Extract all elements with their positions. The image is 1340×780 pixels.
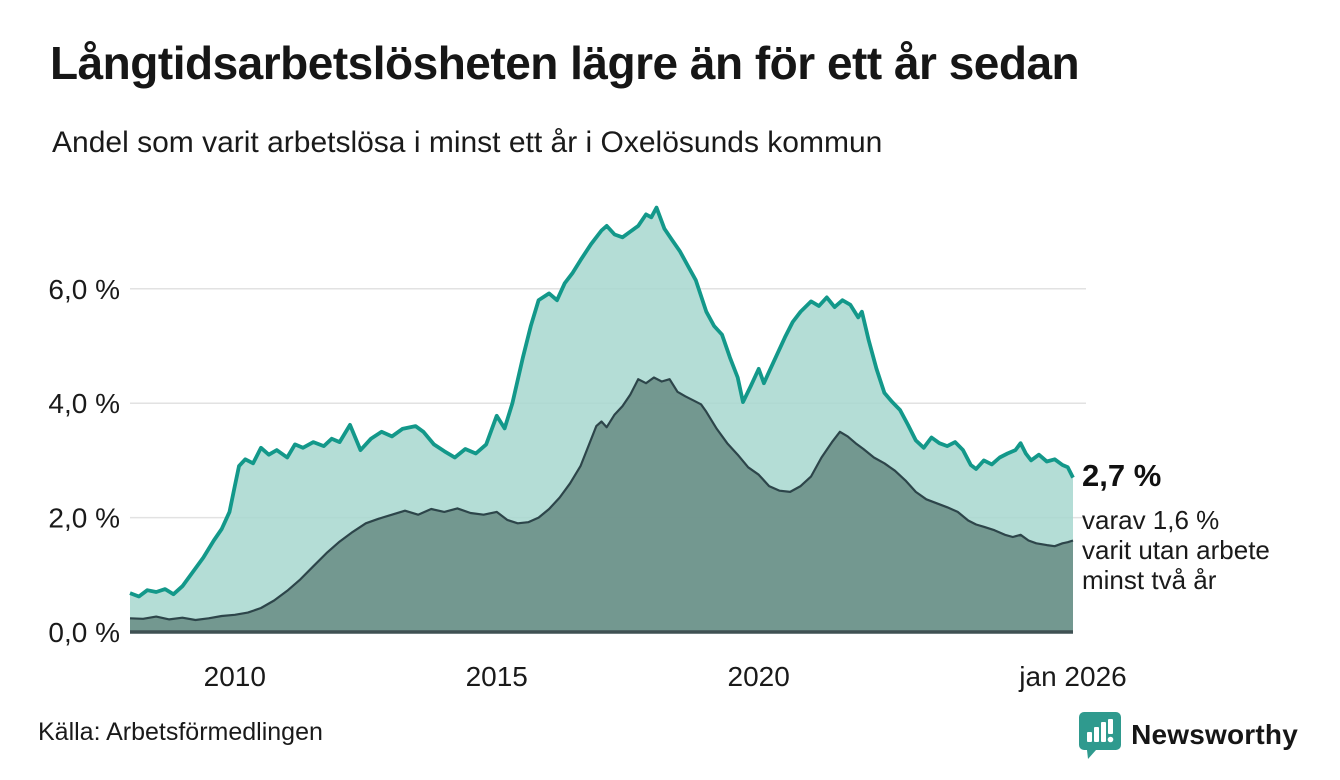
x-axis-tick-label: jan 2026	[1018, 661, 1126, 692]
end-value-annotation: 2,7 % varav 1,6 % varit utan arbete mins…	[1082, 460, 1312, 595]
x-axis-tick-label: 2015	[466, 661, 528, 692]
annotation-line: varav 1,6 %	[1082, 505, 1220, 535]
y-axis-tick-label: 0,0 %	[48, 617, 120, 648]
x-axis-tick-label: 2020	[728, 661, 790, 692]
end-value-detail: varav 1,6 % varit utan arbete minst två …	[1082, 505, 1312, 595]
brand-name: Newsworthy	[1131, 719, 1298, 750]
area-over-two-years	[130, 377, 1073, 632]
end-value-label: 2,7 %	[1082, 458, 1162, 493]
line-over-two-years	[129, 376, 1074, 622]
chart-subtitle: Andel som varit arbetslösa i minst ett å…	[52, 126, 883, 159]
newsworthy-icon	[1079, 712, 1122, 759]
brand-logo: Newsworthy	[1079, 710, 1298, 760]
x-axis-tick-label: 2010	[204, 661, 266, 692]
y-axis-tick-label: 2,0 %	[48, 503, 120, 534]
page-title: Långtidsarbetslösheten lägre än för ett …	[50, 37, 1080, 89]
annotation-line: minst två år	[1082, 565, 1217, 596]
annotation-line: varit utan arbete	[1082, 535, 1270, 566]
y-axis-tick-label: 4,0 %	[48, 388, 120, 419]
y-axis-tick-label: 6,0 %	[48, 274, 120, 305]
line-total-over-one-year	[129, 205, 1075, 599]
source-credit: Källa: Arbetsförmedlingen	[38, 718, 323, 746]
